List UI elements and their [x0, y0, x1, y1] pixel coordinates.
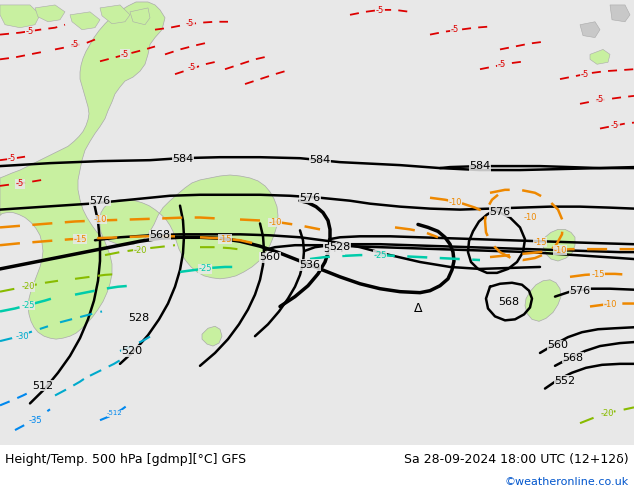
- Text: -25: -25: [22, 301, 35, 310]
- Text: -15: -15: [533, 238, 547, 247]
- Text: ©weatheronline.co.uk: ©weatheronline.co.uk: [505, 477, 629, 487]
- Polygon shape: [0, 2, 278, 339]
- Text: -5: -5: [376, 6, 384, 15]
- Text: -5: -5: [121, 50, 129, 59]
- Text: 584: 584: [172, 154, 193, 164]
- Text: 560: 560: [259, 252, 280, 262]
- Text: 528: 528: [128, 314, 150, 323]
- Text: Sa 28-09-2024 18:00 UTC (12+12δ): Sa 28-09-2024 18:00 UTC (12+12δ): [404, 453, 629, 466]
- Text: -25: -25: [198, 265, 212, 273]
- Text: -5: -5: [498, 60, 506, 69]
- Text: -10: -10: [603, 300, 617, 309]
- Polygon shape: [35, 5, 65, 22]
- Text: 568: 568: [498, 296, 519, 307]
- Polygon shape: [580, 22, 600, 38]
- Text: 568: 568: [562, 353, 583, 363]
- Polygon shape: [100, 5, 130, 24]
- Polygon shape: [610, 5, 630, 22]
- Text: 528: 528: [330, 242, 351, 252]
- Text: -5: -5: [596, 96, 604, 104]
- Text: -10: -10: [93, 215, 107, 224]
- Text: -10: -10: [268, 218, 281, 227]
- Text: -20: -20: [133, 245, 146, 255]
- Text: 568: 568: [150, 230, 171, 240]
- Text: 536: 536: [299, 260, 321, 270]
- Text: -15: -15: [74, 235, 87, 244]
- Text: -20: -20: [600, 409, 614, 418]
- Text: 512: 512: [32, 381, 53, 391]
- Polygon shape: [543, 229, 575, 261]
- Polygon shape: [202, 326, 222, 346]
- Text: -512: -512: [107, 410, 123, 416]
- Text: -10: -10: [553, 245, 567, 255]
- Text: 544: 544: [323, 244, 345, 254]
- Text: 584: 584: [469, 161, 491, 171]
- Text: Height/Temp. 500 hPa [gdmp][°C] GFS: Height/Temp. 500 hPa [gdmp][°C] GFS: [5, 453, 246, 466]
- Text: 576: 576: [569, 286, 590, 295]
- Polygon shape: [525, 280, 561, 321]
- Text: 520: 520: [122, 346, 143, 356]
- Text: Δ: Δ: [414, 302, 422, 315]
- Text: -30: -30: [15, 332, 29, 341]
- Text: -5: -5: [186, 19, 194, 28]
- Text: -5: -5: [8, 154, 16, 163]
- Text: -10: -10: [523, 213, 537, 222]
- Polygon shape: [130, 8, 150, 24]
- Text: -5: -5: [16, 179, 24, 188]
- Text: -5: -5: [188, 63, 196, 72]
- Text: -15: -15: [592, 270, 605, 279]
- Text: 576: 576: [489, 207, 510, 217]
- Text: -5: -5: [71, 40, 79, 49]
- Text: -5: -5: [451, 25, 459, 34]
- Text: 552: 552: [555, 376, 576, 386]
- Polygon shape: [0, 5, 40, 27]
- Text: -15: -15: [218, 235, 232, 244]
- Polygon shape: [590, 49, 610, 64]
- Text: -25: -25: [373, 250, 387, 260]
- Text: 576: 576: [89, 196, 110, 206]
- Text: 576: 576: [299, 193, 321, 203]
- Text: -5: -5: [581, 70, 589, 79]
- Text: -10: -10: [448, 198, 462, 207]
- Text: 584: 584: [309, 155, 330, 165]
- Text: -35: -35: [28, 416, 42, 425]
- Text: -5: -5: [611, 121, 619, 130]
- Text: -5: -5: [26, 27, 34, 36]
- Text: 560: 560: [548, 340, 569, 350]
- Polygon shape: [70, 12, 100, 30]
- Text: -20: -20: [22, 282, 35, 291]
